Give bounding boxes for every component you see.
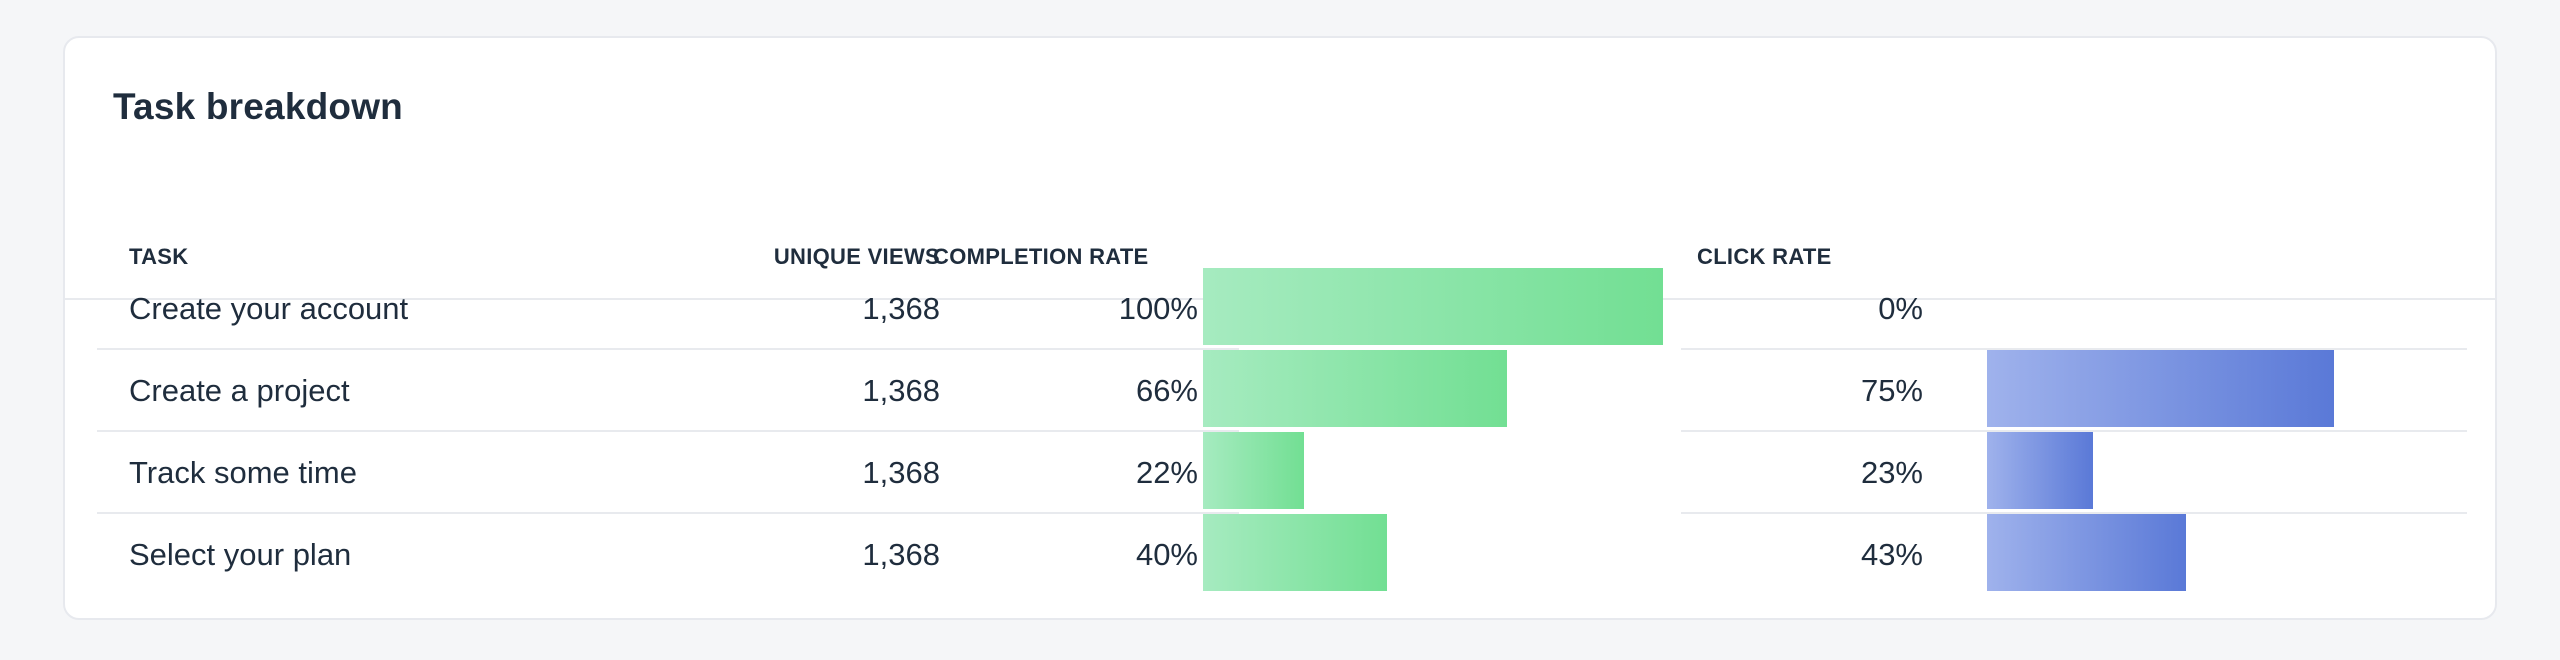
task-breakdown-card: Task breakdown TASK UNIQUE VIEWS COMPLET… [63,36,2497,620]
task-name: Create your account [129,291,409,326]
column-header-click-rate: CLICK RATE [1697,244,1832,269]
completion-rate-value: 66% [1135,373,1198,408]
row-divider [97,430,1239,432]
completion-rate-bar [1203,432,1304,509]
completion-rate-value: 22% [1135,455,1198,490]
completion-rate-bar [1203,514,1387,591]
table-row: Track some time 1,368 22% 23% [65,430,2495,512]
row-divider [97,512,1239,514]
row-divider [1681,348,2467,350]
row-divider [97,348,1239,350]
unique-views-value: 1,368 [862,373,940,408]
completion-rate-value: 40% [1135,537,1198,572]
column-header-unique-views: UNIQUE VIEWS [773,244,940,269]
task-name: Create a project [129,373,350,408]
column-header-task: TASK [129,244,189,269]
unique-views-value: 1,368 [862,455,940,490]
click-rate-bar [1987,432,2093,509]
click-rate-bar [1987,350,2334,427]
completion-rate-bar [1203,350,1507,427]
table-row: Create a project 1,368 66% 75% [65,348,2495,430]
row-divider [1681,430,2467,432]
click-rate-bar [1987,514,2186,591]
card-title: Task breakdown [113,86,403,127]
click-rate-value: 0% [1878,291,1923,326]
completion-rate-bar [1203,268,1663,345]
column-header-completion-rate: COMPLETION RATE [933,244,1149,269]
table-row: Create your account 1,368 100% 0% [65,266,2495,348]
unique-views-value: 1,368 [862,291,940,326]
table-row: Select your plan 1,368 40% 43% [65,512,2495,594]
task-name: Track some time [129,455,357,490]
task-name: Select your plan [129,537,352,572]
click-rate-value: 43% [1860,537,1923,572]
row-divider [1681,512,2467,514]
unique-views-value: 1,368 [862,537,940,572]
click-rate-value: 23% [1860,455,1923,490]
completion-rate-value: 100% [1118,291,1198,326]
click-rate-value: 75% [1860,373,1923,408]
